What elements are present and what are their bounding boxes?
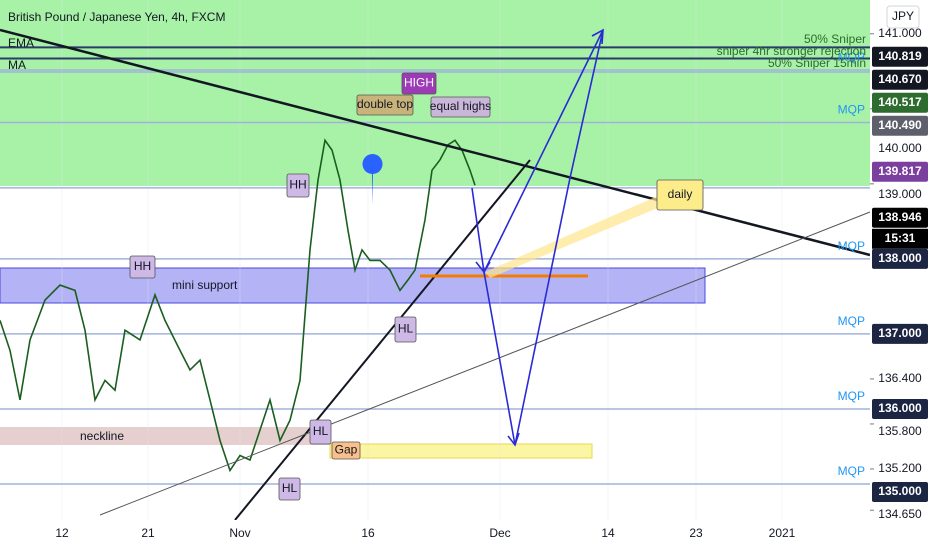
neckline-zone [0, 427, 330, 445]
annotation: HH [134, 259, 151, 273]
daily-arrow [485, 195, 665, 278]
price-line [0, 138, 476, 473]
price-label-box [872, 69, 928, 90]
annotation: 50% Sniper [804, 32, 866, 46]
mqp-label: MQP [838, 50, 865, 64]
projection-arrows [471, 28, 604, 447]
x-tick-label: 21 [141, 526, 155, 540]
mqp-label: MQP [838, 464, 865, 478]
indicator: MA [8, 58, 26, 72]
y-tick-label: 141.000 [878, 26, 922, 40]
annotation: double top [357, 97, 413, 111]
mqp-label: MQP [838, 389, 865, 403]
price-label: 136.000 [878, 401, 922, 415]
mini-support-zone [0, 267, 706, 304]
price-label: 140.490 [878, 118, 922, 132]
price-label: 140.819 [878, 49, 922, 63]
annotation: HH [289, 178, 306, 192]
gap-zone [329, 443, 593, 459]
price-label-box [872, 46, 928, 67]
price-label-box [872, 248, 928, 269]
countdown-box [872, 228, 928, 249]
trend-line [99, 211, 871, 516]
y-tick-label: 140.000 [878, 141, 922, 155]
price-axis [870, 0, 932, 550]
mqp-label: MQP [838, 239, 865, 253]
annotation: HL [398, 322, 414, 336]
price-label-box [872, 92, 928, 113]
x-tick-label: 12 [55, 526, 69, 540]
annotation: HIGH [404, 76, 434, 90]
y-tick-label: 139.000 [878, 187, 922, 201]
indicator: EMA [8, 36, 34, 50]
price-label: 138.946 [878, 210, 922, 224]
annotation: HL [282, 481, 298, 495]
price-label: 137.000 [878, 326, 922, 340]
annotation-box [356, 94, 414, 116]
annotation: neckline [80, 429, 124, 443]
annotation-box [401, 72, 437, 95]
currency-box [886, 5, 920, 29]
countdown: 15:31 [885, 231, 916, 245]
annotation: HL [313, 424, 329, 438]
x-tick-label: 23 [689, 526, 703, 540]
mqp-label: MQP [838, 314, 865, 328]
annotation-box [394, 316, 417, 343]
trend-line [0, 28, 871, 257]
chart-title: British Pound / Japanese Yen, 4h, FXCM [8, 10, 225, 24]
price-label: 140.517 [878, 95, 922, 109]
x-tick-label: 14 [601, 526, 615, 540]
annotation: 50% Sniper 15min [768, 56, 866, 70]
price-label-box [872, 398, 928, 419]
price-label: 135.000 [878, 484, 922, 498]
annotation: mini support [172, 278, 238, 292]
annotation-box [278, 477, 301, 501]
annotation: Gap [335, 443, 358, 457]
y-tick-label: 135.200 [878, 461, 922, 475]
currency: JPY [892, 9, 914, 23]
annotation-box [129, 255, 156, 279]
time-axis [0, 520, 932, 550]
annotation: daily [668, 187, 693, 201]
x-tick-label: 2021 [769, 526, 796, 540]
price-label-box [872, 207, 928, 228]
y-tick-label: 134.650 [878, 507, 922, 521]
price-label-box [872, 481, 928, 502]
x-tick-label: 16 [361, 526, 375, 540]
annotation-box [331, 441, 361, 460]
x-tick-label: Nov [229, 526, 250, 540]
annotation: equal highs [430, 99, 491, 113]
y-tick-label: 136.400 [878, 371, 922, 385]
price-label: 138.000 [878, 251, 922, 265]
price-label-box [872, 115, 928, 136]
x-tick-label: Dec [489, 526, 510, 540]
annotation-box [309, 419, 332, 445]
price-label: 139.817 [878, 164, 922, 178]
price-label: 140.670 [878, 72, 922, 86]
annotation-box [656, 179, 704, 211]
trend-line [234, 159, 531, 521]
annotation-box [430, 96, 491, 118]
mqp-label: MQP [838, 103, 865, 117]
annotation-box [286, 173, 310, 198]
y-tick-label: 135.800 [878, 424, 922, 438]
price-label-box [872, 323, 928, 344]
price-label-box [872, 161, 928, 182]
annotation: sniper 4hr stronger rejection [717, 44, 866, 58]
pin-icon [362, 154, 383, 205]
